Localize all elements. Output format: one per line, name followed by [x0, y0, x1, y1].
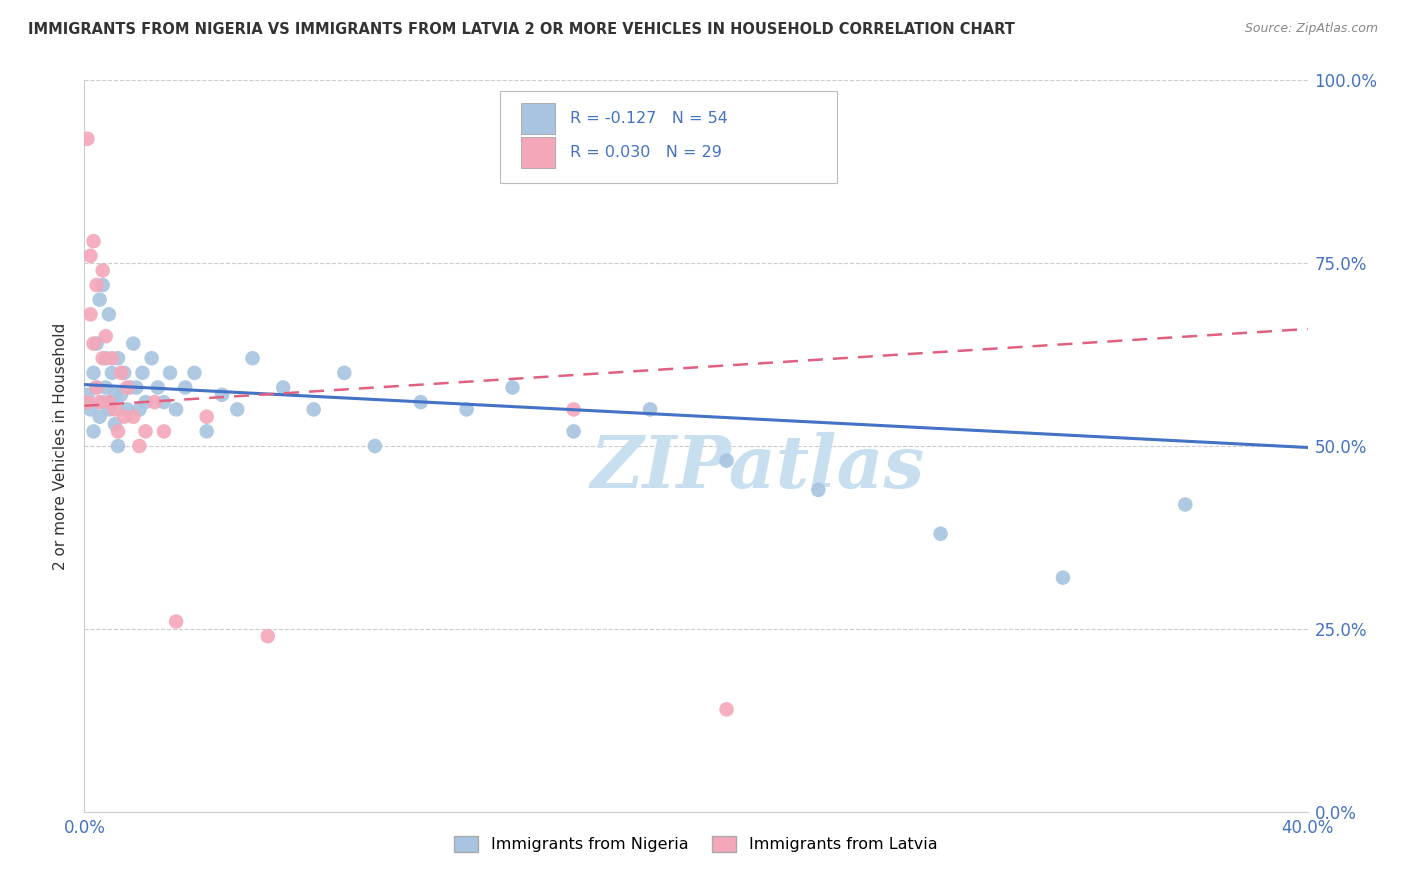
Point	[94, 351, 117, 366]
Point	[112, 366, 135, 380]
Point	[104, 388, 127, 402]
Point	[83, 234, 105, 248]
Point	[83, 366, 105, 380]
Point	[83, 336, 105, 351]
Point	[97, 402, 120, 417]
Point	[86, 278, 108, 293]
FancyBboxPatch shape	[522, 103, 555, 134]
Point	[79, 402, 101, 417]
Point	[97, 395, 120, 409]
Point	[141, 351, 163, 366]
Text: R = 0.030   N = 29: R = 0.030 N = 29	[569, 145, 721, 161]
Point	[107, 439, 129, 453]
Point	[1174, 498, 1197, 512]
Point	[101, 366, 124, 380]
FancyBboxPatch shape	[522, 137, 555, 168]
Point	[86, 336, 108, 351]
Point	[104, 417, 127, 431]
Point	[89, 409, 111, 424]
Point	[333, 366, 356, 380]
Point	[135, 395, 157, 409]
Point	[122, 336, 145, 351]
Point	[271, 380, 294, 394]
Point	[115, 380, 138, 394]
Point	[364, 439, 387, 453]
Point	[195, 409, 218, 424]
Point	[128, 402, 150, 417]
Point	[409, 395, 432, 409]
Point	[183, 366, 205, 380]
Point	[165, 615, 187, 629]
Point	[94, 329, 117, 343]
Point	[211, 388, 233, 402]
Point	[929, 526, 952, 541]
Point	[257, 629, 280, 643]
Point	[502, 380, 524, 394]
Point	[91, 395, 114, 409]
Legend: Immigrants from Nigeria, Immigrants from Latvia: Immigrants from Nigeria, Immigrants from…	[447, 830, 945, 859]
Text: Source: ZipAtlas.com: Source: ZipAtlas.com	[1244, 22, 1378, 36]
Point	[97, 307, 120, 321]
Point	[89, 395, 111, 409]
Point	[107, 351, 129, 366]
Point	[107, 425, 129, 439]
Point	[195, 425, 218, 439]
Point	[638, 402, 661, 417]
Y-axis label: 2 or more Vehicles in Household: 2 or more Vehicles in Household	[53, 322, 69, 570]
Point	[110, 366, 132, 380]
Point	[242, 351, 264, 366]
Point	[94, 380, 117, 394]
Point	[143, 395, 166, 409]
Text: ZIPatlas: ZIPatlas	[591, 433, 924, 503]
Point	[562, 402, 585, 417]
Point	[153, 425, 176, 439]
Point	[128, 439, 150, 453]
Text: R = -0.127   N = 54: R = -0.127 N = 54	[569, 111, 728, 126]
Point	[302, 402, 325, 417]
Text: IMMIGRANTS FROM NIGERIA VS IMMIGRANTS FROM LATVIA 2 OR MORE VEHICLES IN HOUSEHOL: IMMIGRANTS FROM NIGERIA VS IMMIGRANTS FR…	[28, 22, 1015, 37]
Point	[76, 388, 98, 402]
Point	[76, 132, 98, 146]
Point	[562, 425, 585, 439]
Point	[91, 263, 114, 277]
Point	[807, 483, 830, 497]
Point	[226, 402, 249, 417]
Point	[125, 380, 148, 394]
Point	[101, 395, 124, 409]
Point	[79, 307, 101, 321]
Point	[83, 425, 105, 439]
Point	[91, 278, 114, 293]
Point	[91, 351, 114, 366]
Point	[122, 409, 145, 424]
Point	[120, 380, 142, 394]
Point	[165, 402, 187, 417]
Point	[135, 425, 157, 439]
Point	[456, 402, 478, 417]
Point	[153, 395, 176, 409]
Point	[716, 702, 738, 716]
Point	[76, 395, 98, 409]
Point	[110, 388, 132, 402]
Point	[115, 402, 138, 417]
Point	[131, 366, 153, 380]
Point	[716, 453, 738, 467]
Point	[86, 380, 108, 394]
FancyBboxPatch shape	[501, 91, 837, 183]
Point	[104, 402, 127, 417]
Point	[79, 249, 101, 263]
Point	[146, 380, 169, 394]
Point	[112, 409, 135, 424]
Point	[174, 380, 197, 394]
Point	[101, 351, 124, 366]
Point	[1052, 571, 1074, 585]
Point	[89, 293, 111, 307]
Point	[159, 366, 181, 380]
Point	[86, 380, 108, 394]
